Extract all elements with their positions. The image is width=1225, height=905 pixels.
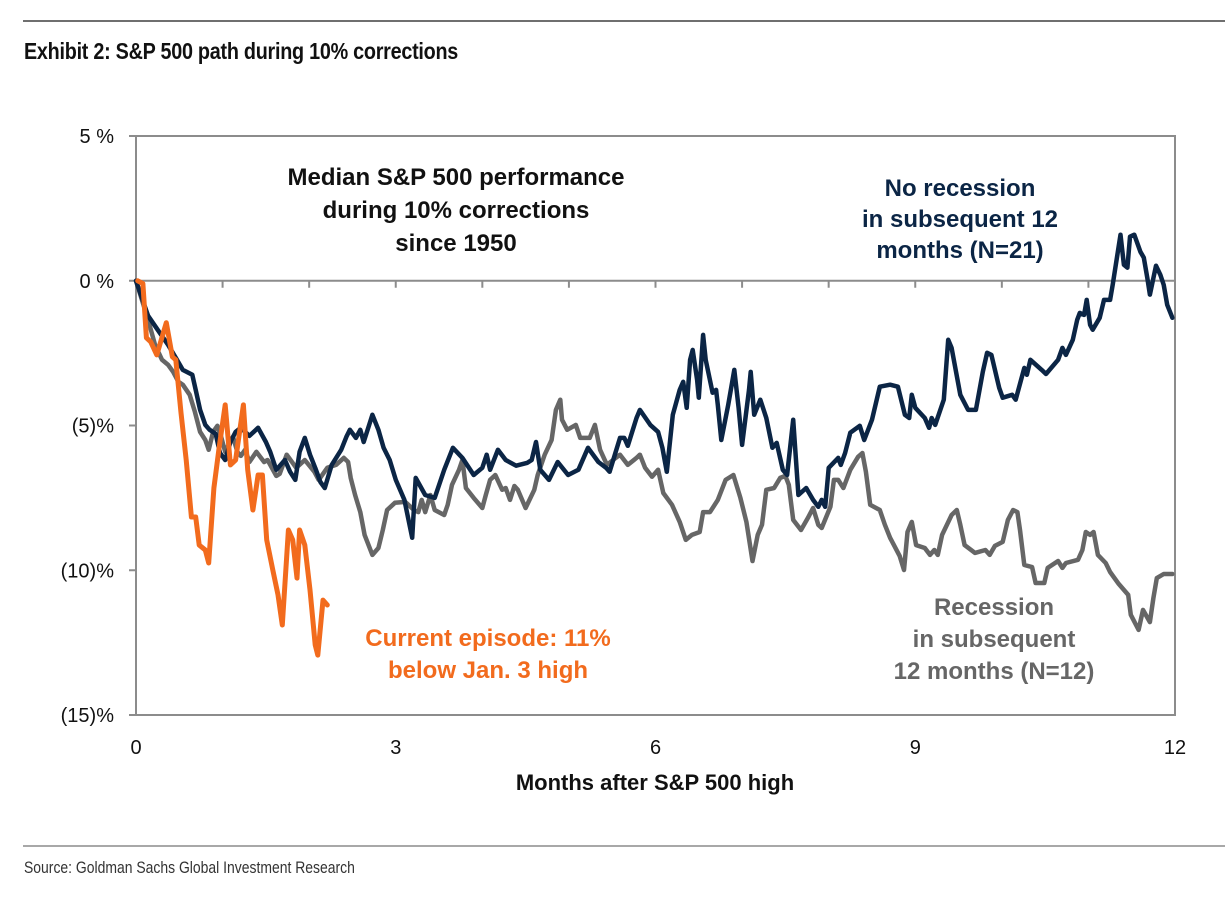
annotation-line: months (N=21) bbox=[876, 237, 1043, 264]
x-axis-ticks: 0 3 6 9 12 bbox=[130, 280, 1186, 759]
source-note: Source: Goldman Sachs Global Investment … bbox=[24, 858, 355, 877]
y-tick-label: (15)% bbox=[61, 705, 115, 727]
no-recession-line bbox=[133, 232, 1175, 541]
no-recession-note: No recession in subsequent 12 months (N=21… bbox=[862, 175, 1058, 264]
x-tick-label: 9 bbox=[910, 737, 921, 759]
annotation-line: Recession bbox=[934, 594, 1054, 621]
annotation-line: 12 months (N=12) bbox=[894, 658, 1095, 685]
annotation-line: in subsequent bbox=[913, 626, 1076, 653]
annotation-line: No recession bbox=[885, 175, 1036, 202]
recession-line bbox=[133, 278, 1175, 633]
annotation-line: Median S&P 500 performance bbox=[287, 164, 624, 191]
series-lines bbox=[133, 232, 1175, 658]
annotation-line: below Jan. 3 high bbox=[388, 657, 588, 684]
x-tick-label: 12 bbox=[1164, 737, 1186, 759]
y-tick-label: 0 % bbox=[80, 271, 115, 293]
annotation-line: in subsequent 12 bbox=[862, 206, 1058, 233]
x-tick-label: 6 bbox=[650, 737, 661, 759]
current-episode-line bbox=[135, 278, 330, 658]
exhibit-title: Exhibit 2: S&P 500 path during 10% corre… bbox=[24, 38, 459, 64]
title-note: Median S&P 500 performance during 10% cor… bbox=[287, 164, 624, 257]
x-tick-label: 3 bbox=[390, 737, 401, 759]
bottom-divider bbox=[23, 845, 1225, 847]
top-divider bbox=[23, 20, 1225, 22]
y-axis-ticks: 5 % 0 % (5)% (10)% (15)% bbox=[61, 126, 136, 727]
recession-note: Recession in subsequent 12 months (N=12) bbox=[894, 594, 1095, 685]
annotation-line: Current episode: 11% bbox=[365, 625, 610, 652]
y-tick-label: (10)% bbox=[61, 560, 115, 582]
annotation-line: since 1950 bbox=[395, 230, 516, 257]
annotations: Median S&P 500 performance during 10% cor… bbox=[287, 164, 1094, 685]
annotation-line: during 10% corrections bbox=[323, 197, 590, 224]
y-tick-label: (5)% bbox=[72, 416, 114, 438]
chart: 5 % 0 % (5)% (10)% (15)% 0 3 6 9 12 Months after… bbox=[61, 126, 1186, 795]
x-axis-label: Months after S&P 500 high bbox=[516, 770, 794, 795]
x-tick-label: 0 bbox=[130, 737, 141, 759]
y-tick-label: 5 % bbox=[80, 126, 115, 148]
current-note: Current episode: 11% below Jan. 3 high bbox=[365, 625, 610, 684]
